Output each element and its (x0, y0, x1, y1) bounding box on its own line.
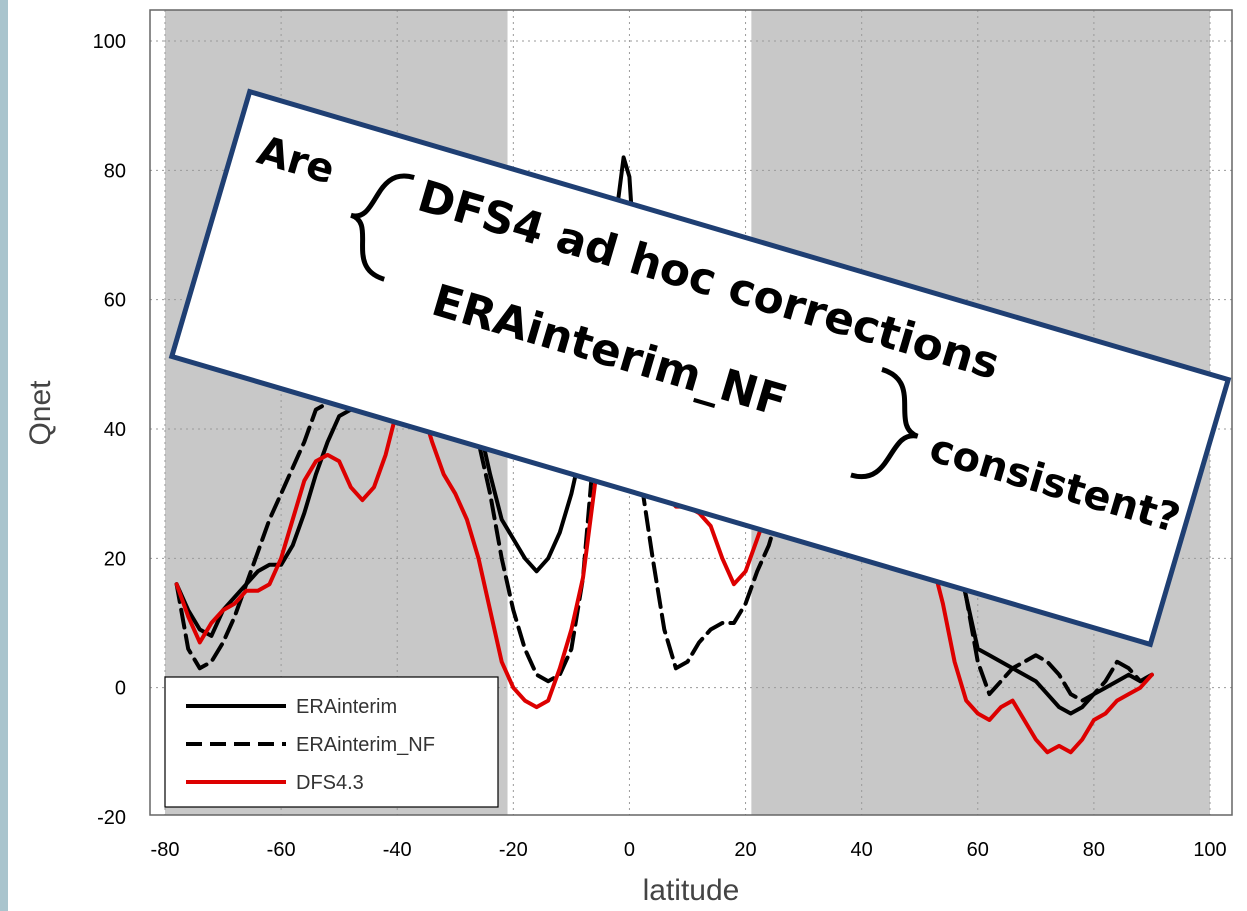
x-tick-label: 80 (1083, 839, 1105, 861)
x-tick-label: 20 (734, 839, 756, 861)
right-brace (850, 367, 919, 480)
legend: ERAinterim ERAinterim_NF DFS4.3 (164, 676, 499, 808)
tick-labels: -80 -60 -40 -20 0 20 40 60 80 100 -20 0 20 40 60 80 100 (93, 31, 1227, 861)
x-tick-label: 100 (1193, 839, 1226, 861)
legend-label-erainterim-nf: ERAinterim_NF (296, 734, 435, 756)
x-tick-label: -60 (267, 839, 296, 861)
legend-label-erainterim: ERAinterim (296, 696, 397, 718)
x-tick-label: -20 (499, 839, 528, 861)
y-tick-label: 40 (104, 419, 126, 441)
x-axis-label: latitude (643, 874, 740, 907)
x-tick-label: -80 (151, 839, 180, 861)
y-tick-label: -20 (97, 807, 126, 829)
left-brace (349, 173, 415, 282)
x-tick-label: 40 (851, 839, 873, 861)
y-tick-label: 80 (104, 160, 126, 182)
legend-label-dfs43: DFS4.3 (296, 772, 364, 794)
y-tick-label: 0 (115, 678, 126, 700)
x-tick-label: -40 (383, 839, 412, 861)
y-tick-label: 100 (93, 31, 126, 53)
plot-area (149, 9, 1233, 816)
callout-box (168, 88, 1232, 648)
y-axis-label: Qnet (24, 380, 57, 446)
callout-annotation: Are DFS4 ad hoc corrections ERAinterim_N… (168, 88, 1232, 648)
x-tick-label: 0 (624, 839, 635, 861)
y-tick-label: 60 (104, 290, 126, 312)
y-tick-label: 20 (104, 548, 126, 570)
x-tick-label: 60 (967, 839, 989, 861)
